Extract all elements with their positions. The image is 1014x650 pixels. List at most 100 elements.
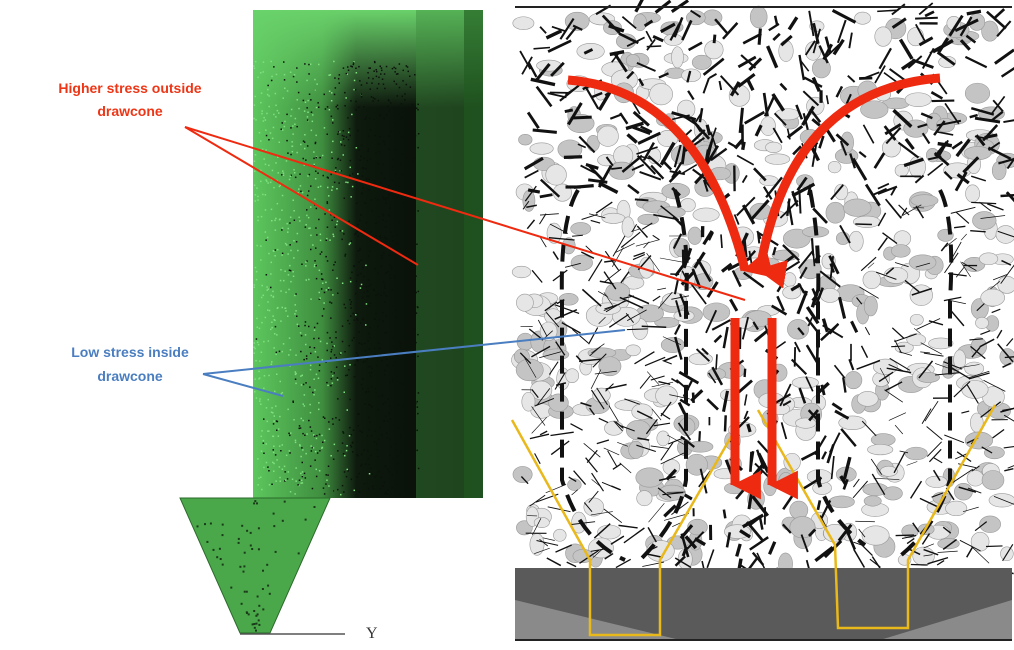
texture: [795, 418, 816, 428]
texture: [392, 289, 394, 291]
texture: [295, 354, 297, 356]
texture: [272, 315, 274, 317]
texture: [571, 255, 593, 271]
texture: [387, 421, 389, 423]
texture: [409, 230, 411, 232]
texture: [399, 87, 401, 89]
texture: [381, 70, 383, 72]
texture: [265, 209, 267, 211]
texture: [265, 179, 267, 181]
texture: [318, 402, 320, 404]
texture: [275, 354, 277, 356]
texture: [339, 419, 341, 421]
texture: [337, 377, 339, 379]
texture: [386, 358, 388, 360]
texture: [322, 359, 324, 361]
texture: [373, 97, 375, 99]
texture: [220, 558, 222, 560]
texture: [279, 219, 281, 221]
texture: [356, 359, 358, 361]
texture: [331, 100, 333, 102]
texture: [358, 106, 360, 108]
texture: [368, 135, 370, 137]
texture: [361, 464, 363, 466]
texture: [279, 445, 281, 447]
texture: [839, 416, 866, 430]
texture: [197, 525, 199, 527]
texture: [331, 349, 333, 351]
texture: [411, 455, 413, 457]
texture: [408, 393, 410, 395]
texture: [530, 143, 553, 155]
texture: [303, 384, 305, 386]
texture: [284, 466, 286, 468]
texture: [385, 198, 387, 200]
texture: [370, 67, 372, 69]
texture: [350, 160, 352, 162]
texture: [369, 473, 371, 475]
texture: [361, 145, 363, 147]
texture: [417, 109, 419, 111]
texture: [332, 346, 334, 348]
texture: [411, 107, 413, 109]
texture: [409, 76, 411, 78]
texture: [304, 473, 306, 475]
texture: [268, 106, 270, 108]
texture: [263, 117, 265, 119]
texture: [274, 320, 276, 322]
texture: [371, 82, 373, 84]
texture: [320, 186, 322, 188]
texture: [295, 467, 297, 469]
texture: [330, 174, 332, 176]
texture: [388, 185, 390, 187]
texture: [362, 378, 364, 380]
texture: [329, 337, 331, 339]
texture: [307, 112, 309, 114]
texture: [334, 345, 336, 347]
texture: [370, 327, 372, 329]
texture: [308, 73, 310, 75]
texture: [280, 320, 282, 322]
texture: [381, 266, 383, 268]
texture: [361, 96, 363, 98]
texture: [286, 223, 288, 225]
texture: [309, 386, 311, 388]
texture: [339, 82, 341, 84]
texture: [373, 70, 375, 72]
texture: [325, 282, 327, 284]
texture: [328, 177, 330, 179]
texture: [287, 316, 289, 318]
texture: [295, 442, 297, 444]
texture: [279, 142, 281, 144]
texture: [295, 371, 297, 373]
texture: [280, 280, 282, 282]
texture: [344, 455, 346, 457]
texture: [370, 88, 372, 90]
texture: [305, 224, 307, 226]
annotation-line: drawcone: [97, 368, 163, 384]
texture: [353, 89, 355, 91]
texture: [357, 275, 359, 277]
texture: [281, 174, 283, 176]
texture: [849, 231, 863, 251]
texture: [343, 154, 345, 156]
texture: [374, 268, 376, 270]
texture: [263, 158, 265, 160]
texture: [296, 152, 298, 154]
texture: [296, 81, 298, 83]
texture: [412, 146, 414, 148]
texture: [388, 135, 390, 137]
texture: [745, 369, 746, 377]
texture: [289, 337, 291, 339]
texture: [401, 367, 403, 369]
texture: [380, 488, 382, 490]
texture: [256, 245, 258, 247]
texture: [368, 366, 370, 368]
texture: [256, 187, 258, 189]
texture: [328, 75, 330, 77]
texture: [270, 329, 272, 331]
texture: [290, 349, 292, 351]
texture: [263, 388, 265, 390]
texture: [393, 338, 395, 340]
texture: [387, 198, 389, 200]
